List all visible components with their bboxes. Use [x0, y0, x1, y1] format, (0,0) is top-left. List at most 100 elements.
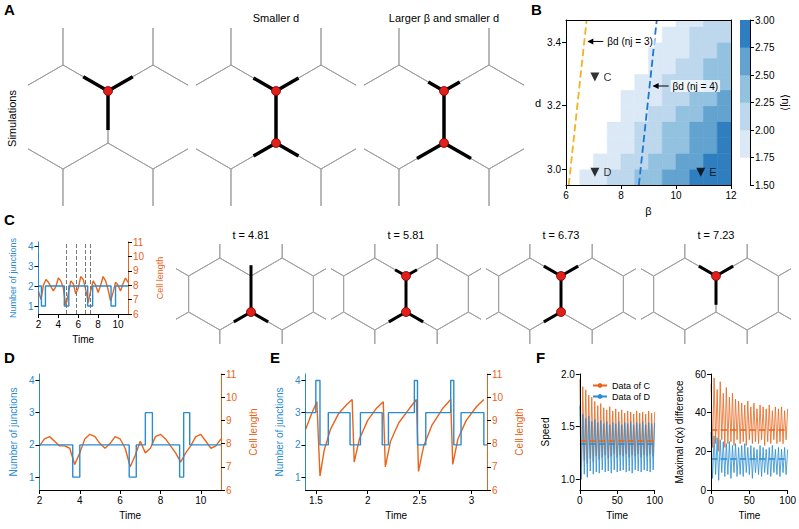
svg-text:Cell length: Cell length — [155, 257, 165, 300]
svg-text:2: 2 — [36, 319, 42, 330]
svg-text:1.50: 1.50 — [755, 180, 775, 191]
svg-text:12: 12 — [725, 190, 737, 201]
svg-text:40: 40 — [695, 407, 707, 418]
svg-text:E: E — [709, 166, 716, 178]
svg-text:0: 0 — [577, 495, 583, 506]
svg-text:3.00: 3.00 — [755, 15, 775, 26]
svg-text:6: 6 — [226, 485, 232, 496]
svg-text:1: 1 — [29, 472, 35, 483]
svg-text:2.75: 2.75 — [755, 42, 775, 53]
svg-text:⟨nj⟩: ⟨nj⟩ — [780, 94, 792, 111]
svg-text:2: 2 — [365, 495, 371, 506]
svg-text:Speed: Speed — [540, 418, 551, 447]
html-text:t = 6.73: t = 6.73 — [542, 229, 580, 241]
svg-text:7: 7 — [133, 294, 139, 305]
svg-text:10: 10 — [112, 319, 124, 330]
svg-text:Number of junctions: Number of junctions — [274, 388, 285, 477]
svg-text:8: 8 — [133, 280, 139, 291]
svg-text:6: 6 — [133, 309, 139, 320]
svg-text:3: 3 — [29, 407, 35, 418]
svg-text:8: 8 — [618, 190, 624, 201]
svg-text:10: 10 — [226, 392, 238, 403]
svg-text:6: 6 — [75, 319, 81, 330]
svg-text:Number of junctions: Number of junctions — [8, 237, 18, 318]
svg-text:9: 9 — [226, 415, 232, 426]
svg-text:6: 6 — [492, 485, 498, 496]
svg-text:60: 60 — [695, 369, 707, 380]
svg-text:d: d — [535, 97, 541, 109]
svg-text:1: 1 — [295, 472, 301, 483]
svg-text:7: 7 — [492, 461, 498, 472]
svg-text:3.0: 3.0 — [547, 164, 561, 175]
svg-text:8: 8 — [95, 319, 101, 330]
svg-text:7: 7 — [226, 461, 232, 472]
svg-text:D: D — [603, 166, 611, 178]
svg-text:2: 2 — [295, 439, 301, 450]
svg-text:3: 3 — [469, 495, 475, 506]
svg-text:1.5: 1.5 — [561, 421, 575, 432]
svg-text:10: 10 — [670, 190, 682, 201]
svg-text:C: C — [603, 71, 611, 83]
svg-text:2.25: 2.25 — [755, 97, 775, 108]
svg-text:11: 11 — [226, 369, 237, 380]
svg-text:8: 8 — [158, 495, 164, 506]
svg-text:Time: Time — [119, 510, 141, 521]
svg-text:Data of D: Data of D — [612, 392, 651, 402]
svg-text:6: 6 — [117, 495, 123, 506]
svg-text:50: 50 — [612, 495, 624, 506]
svg-text:4: 4 — [29, 375, 35, 386]
svg-text:Maximal c(x) difference: Maximal c(x) difference — [674, 380, 685, 484]
svg-text:2.0: 2.0 — [561, 369, 575, 380]
svg-text:2: 2 — [29, 439, 35, 450]
svg-text:2: 2 — [37, 495, 43, 506]
svg-text:βd (nj = 3): βd (nj = 3) — [607, 36, 653, 47]
svg-text:6: 6 — [563, 190, 569, 201]
svg-text:10: 10 — [133, 251, 145, 262]
svg-text:10: 10 — [492, 392, 504, 403]
svg-text:2.50: 2.50 — [755, 70, 775, 81]
svg-text:2.5: 2.5 — [413, 495, 427, 506]
html-text:Smaller d: Smaller d — [252, 12, 300, 24]
svg-text:Time: Time — [72, 334, 94, 345]
svg-text:50: 50 — [744, 495, 756, 506]
svg-text:100: 100 — [646, 495, 663, 506]
svg-text:1.75: 1.75 — [755, 152, 775, 163]
svg-text:11: 11 — [133, 237, 144, 248]
svg-text:3.4: 3.4 — [547, 37, 561, 48]
svg-text:0: 0 — [700, 485, 706, 496]
html-text:t = 4.81: t = 4.81 — [232, 229, 270, 241]
svg-text:Cell length: Cell length — [248, 408, 259, 455]
svg-text:Time: Time — [738, 510, 760, 521]
svg-text:β: β — [645, 205, 651, 217]
svg-text:3.2: 3.2 — [547, 100, 561, 111]
html-text:Simulations: Simulations — [5, 90, 18, 147]
svg-text:1.5: 1.5 — [309, 495, 323, 506]
svg-text:9: 9 — [133, 265, 139, 276]
svg-text:1.0: 1.0 — [561, 474, 575, 485]
svg-text:Time: Time — [385, 510, 407, 521]
svg-text:1: 1 — [28, 301, 34, 312]
svg-text:3: 3 — [295, 407, 301, 418]
svg-text:2: 2 — [28, 281, 34, 292]
svg-text:4: 4 — [295, 375, 301, 386]
svg-text:4: 4 — [56, 319, 62, 330]
svg-text:βd (nj = 4): βd (nj = 4) — [673, 81, 719, 92]
svg-text:0: 0 — [708, 495, 714, 506]
svg-text:8: 8 — [492, 438, 498, 449]
svg-text:Cell length: Cell length — [514, 408, 525, 455]
svg-text:9: 9 — [492, 415, 498, 426]
svg-text:2.00: 2.00 — [755, 125, 775, 136]
html-text:t = 5.81: t = 5.81 — [387, 229, 425, 241]
svg-text:Time: Time — [606, 510, 628, 521]
svg-text:4: 4 — [77, 495, 83, 506]
svg-text:10: 10 — [195, 495, 207, 506]
html-text:Larger β and smaller d: Larger β and smaller d — [388, 12, 500, 24]
svg-text:3: 3 — [28, 261, 34, 272]
svg-text:20: 20 — [695, 446, 707, 457]
svg-text:4: 4 — [28, 241, 34, 252]
svg-text:11: 11 — [492, 369, 503, 380]
svg-text:8: 8 — [226, 438, 232, 449]
svg-text:100: 100 — [779, 495, 796, 506]
svg-text:Number of junctions: Number of junctions — [8, 388, 19, 477]
svg-text:Data of C: Data of C — [612, 381, 651, 391]
